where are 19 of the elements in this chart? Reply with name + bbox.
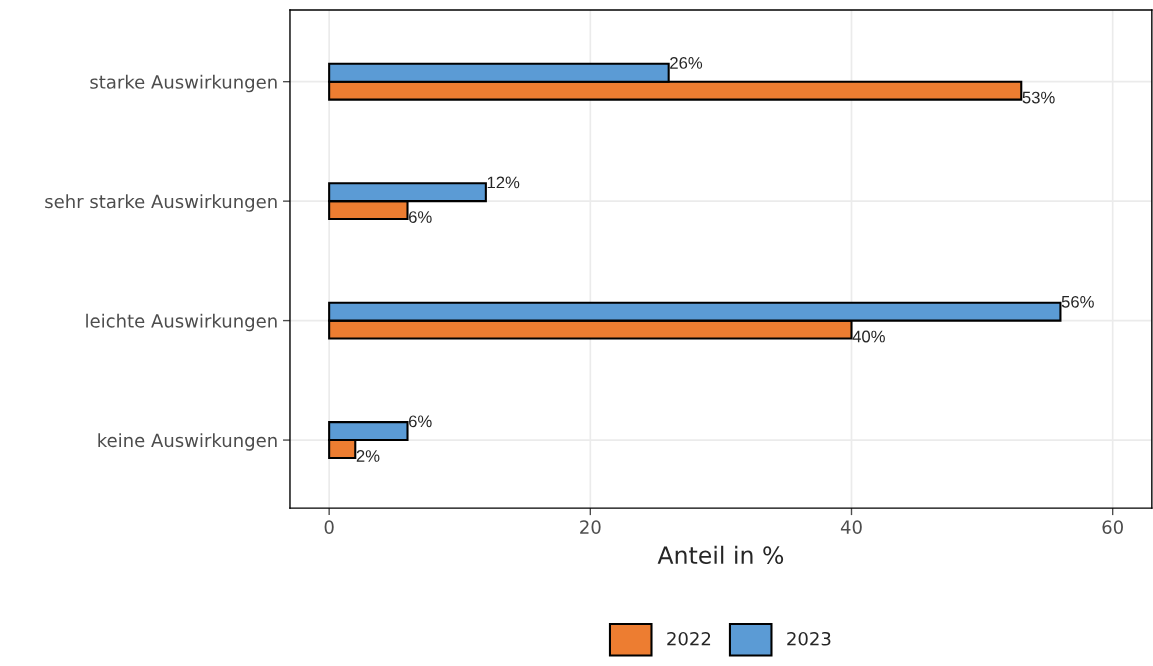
x-tick-label: 20 xyxy=(580,520,601,534)
data-label: 12% xyxy=(487,176,520,189)
y-tick-label: sehr starke Auswirkungen xyxy=(45,194,277,212)
y-tick-label: starke Auswirkungen xyxy=(90,74,277,93)
data-label: 26% xyxy=(670,57,703,69)
data-label: 2% xyxy=(356,450,380,462)
x-tick-label: 60 xyxy=(1102,520,1123,534)
data-label: 53% xyxy=(1022,91,1055,104)
x-tick-label: 40 xyxy=(840,520,862,534)
legend-label: 2022 xyxy=(667,631,711,646)
legend-label: 2023 xyxy=(787,631,831,646)
data-label: 6% xyxy=(409,211,432,223)
y-tick-label: leichte Auswirkungen xyxy=(86,313,277,332)
data-label: 56% xyxy=(1061,295,1094,308)
data-label: 40% xyxy=(852,330,885,343)
data-label: 6% xyxy=(409,415,432,428)
y-tick-label: keine Auswirkungen xyxy=(98,433,277,451)
x-axis-title: Anteil in % xyxy=(657,545,784,565)
x-tick-label: 0 xyxy=(324,520,334,534)
